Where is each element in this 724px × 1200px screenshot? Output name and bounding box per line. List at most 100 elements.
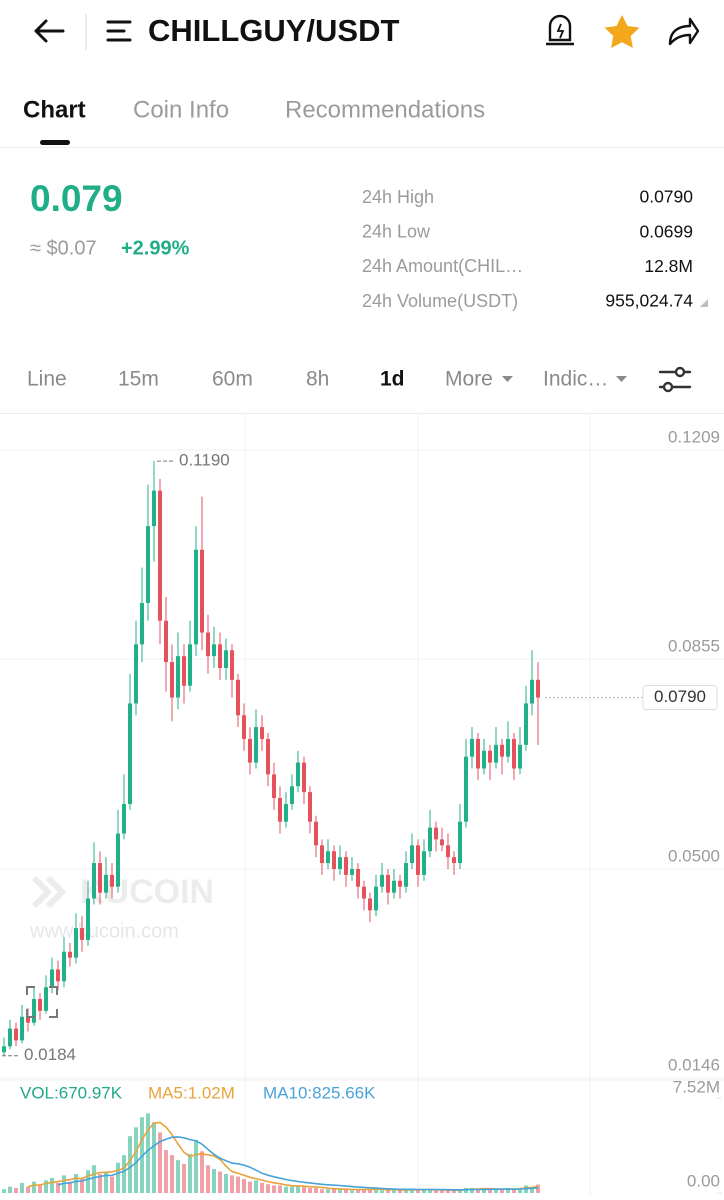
annotation-label: 0.1190 [179,451,230,470]
candle-body [212,644,216,657]
volume-bar [332,1189,336,1193]
candle-body [338,857,342,869]
last-price: 0.079 [30,178,123,219]
ma-line [57,1136,539,1191]
volume-bar [236,1176,240,1193]
volume-bar [362,1189,366,1193]
candle-body [536,679,540,698]
candle-body [428,827,432,852]
fiat-price: ≈ $0.07 [30,237,97,259]
volume-bar [404,1189,408,1193]
dropdown-arrow [616,376,627,382]
candle-body [104,874,108,893]
volume-bar [38,1185,42,1193]
candle-body [296,762,300,787]
candle-body [314,821,318,846]
candle-body [302,762,306,793]
y-tick-label: 0.0500 [668,846,720,865]
share-button[interactable] [668,17,700,46]
candle-body [32,999,36,1023]
tab[interactable]: Coin Info [133,96,229,123]
candle-body [452,857,456,864]
interval-option[interactable]: 60m [212,368,253,391]
candle-body [176,656,180,698]
dropdown-arrow [502,376,513,382]
candle-body [482,750,486,769]
candle-body [230,650,234,680]
candle-body [272,774,276,799]
candle-body [362,886,366,899]
volume-bar [260,1182,264,1193]
candle-body [110,874,114,887]
candle-body [344,857,348,875]
candle-body [254,727,258,763]
sort-indicator [700,299,708,307]
tab[interactable]: Recommendations [285,96,485,123]
alert-button[interactable] [546,14,574,46]
tab-indicator [40,140,70,145]
interval-option[interactable]: More [445,368,493,391]
candle-body [260,727,264,739]
volume-bar [458,1189,462,1193]
volume-bar [74,1174,78,1193]
price-change: +2.99% [121,237,190,259]
volume-bar [506,1187,510,1193]
candle-body [86,898,90,940]
volume-bar [350,1190,354,1193]
candle-body [56,969,60,982]
candle-body [284,803,288,822]
volume-bar [68,1181,72,1193]
candle-body [512,738,516,769]
volume-bar [278,1185,282,1193]
candle-body [488,750,492,763]
y-tick-label: 0.1209 [668,427,720,446]
interval-option[interactable]: Indic… [543,368,608,391]
volume-bar [368,1189,372,1193]
volume-bar [176,1160,180,1193]
interval-option[interactable]: 1d [380,368,405,391]
candle-body [14,1028,18,1041]
watermark-url: www.kucoin.com [29,920,179,942]
volume-bar [14,1187,18,1193]
candle-body [350,868,354,875]
candle-body [470,738,474,757]
favorite-star[interactable] [604,15,640,48]
tab[interactable]: Chart [23,96,86,123]
candle-body [524,703,528,745]
watermark [31,875,67,909]
volume-bar [44,1180,48,1193]
volume-bar [242,1179,246,1193]
candle-body [248,738,252,763]
menu-button[interactable] [106,20,132,42]
fullscreen-button[interactable] [26,986,58,1018]
candle-body [422,851,426,875]
interval-option[interactable]: 8h [306,368,329,391]
legend-entry: MA10:825.66K [263,1083,376,1102]
candle-body [200,549,204,633]
stat-value: 0.0790 [639,187,693,207]
candle-body [476,738,480,769]
volume-bar [272,1185,276,1193]
volume-bar [128,1136,132,1193]
volume-bar [194,1139,198,1193]
volume-bar [248,1181,252,1193]
chart-settings-button[interactable] [658,366,692,393]
volume-bar [122,1155,126,1193]
candle-body [62,951,66,982]
y-tick-label: 0.00 [687,1171,720,1190]
back-button[interactable] [34,19,65,43]
volume-bar [182,1163,186,1193]
volume-bar [98,1174,102,1193]
volume-bar [482,1189,486,1193]
candle-body [146,526,150,603]
volume-bar [434,1190,438,1193]
candle-body [458,821,462,864]
interval-option[interactable]: 15m [118,368,159,391]
candle-body [68,951,72,958]
candle-body [98,863,102,893]
volume-bar [284,1186,288,1193]
volume-bar [428,1189,432,1193]
candle-body [266,738,270,775]
interval-option[interactable]: Line [27,368,67,391]
